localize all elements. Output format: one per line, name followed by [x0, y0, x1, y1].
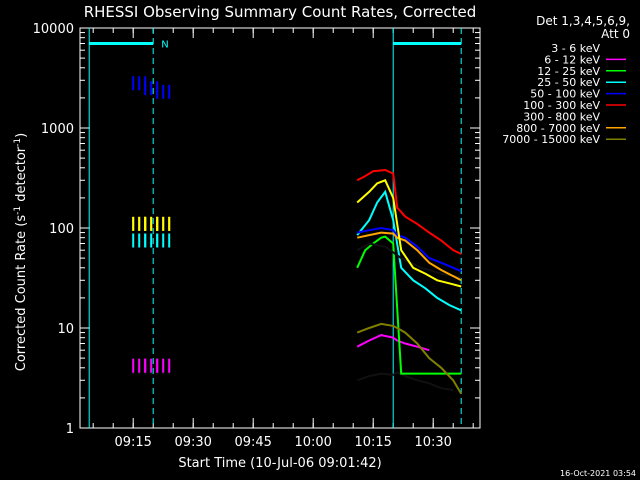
series-line	[356, 235, 462, 375]
legend-label: 12 - 25 keV	[537, 65, 600, 78]
series-line	[357, 226, 462, 273]
flag-label: N	[161, 39, 168, 50]
x-axis-label: Start Time (10-Jul-06 09:01:42)	[178, 456, 381, 471]
series-line	[356, 322, 463, 395]
y-tick-label: 1000	[41, 122, 74, 137]
chart-title: RHESSI Observing Summary Count Rates, Co…	[84, 3, 477, 21]
y-label-sup2: -1	[13, 138, 23, 147]
legend-label: 300 - 800 keV	[523, 110, 600, 123]
legend-label: 800 - 7000 keV	[516, 122, 600, 135]
y-tick-label: 1	[66, 422, 74, 437]
series-line	[356, 371, 454, 391]
legend-label: 6 - 12 keV	[544, 53, 600, 66]
footer-timestamp: 16-Oct-2021 03:54	[560, 469, 636, 478]
series-line	[356, 168, 462, 255]
legend-label: 25 - 50 keV	[537, 76, 600, 89]
y-label-main: Corrected Count Rate (s	[14, 215, 29, 372]
legend-label: 7000 - 15000 keV	[502, 133, 600, 146]
legend-label: 100 - 300 keV	[523, 99, 600, 112]
legend-label: 3 - 6 keV	[551, 42, 600, 55]
detector-label: Det 1,3,4,5,6,9,	[536, 14, 630, 28]
x-tick-label: 09:15	[114, 435, 151, 450]
x-tick-label: 09:45	[234, 435, 271, 450]
x-tick-label: 10:00	[294, 435, 331, 450]
y-label-end: )	[14, 133, 29, 138]
series-line	[356, 189, 462, 312]
series-line	[356, 231, 462, 282]
x-tick-label: 10:30	[414, 435, 451, 450]
y-tick-label: 10	[57, 322, 74, 337]
legend-label: 50 - 100 keV	[530, 88, 600, 101]
x-tick-label: 10:15	[354, 435, 391, 450]
x-tick-label: 09:30	[174, 435, 211, 450]
attenuator-label: Att 0	[601, 27, 630, 41]
svg-text:Corrected Count Rate (s-1 dete: Corrected Count Rate (s-1 detector-1)	[13, 133, 29, 371]
plot-area: 1 10 100 1000 10000 09:15 09:30 09:45 10:00 10:15…	[33, 22, 481, 450]
series-line	[356, 179, 462, 288]
series-line	[356, 242, 462, 279]
y-tick-label: 10000	[33, 22, 74, 37]
series-line	[356, 334, 430, 352]
y-label-sup1: -1	[13, 206, 23, 215]
y-label-mid: detector	[14, 146, 29, 206]
y-tick-label: 100	[49, 222, 74, 237]
y-axis-label: Corrected Count Rate (s-1 detector-1)	[13, 133, 29, 371]
